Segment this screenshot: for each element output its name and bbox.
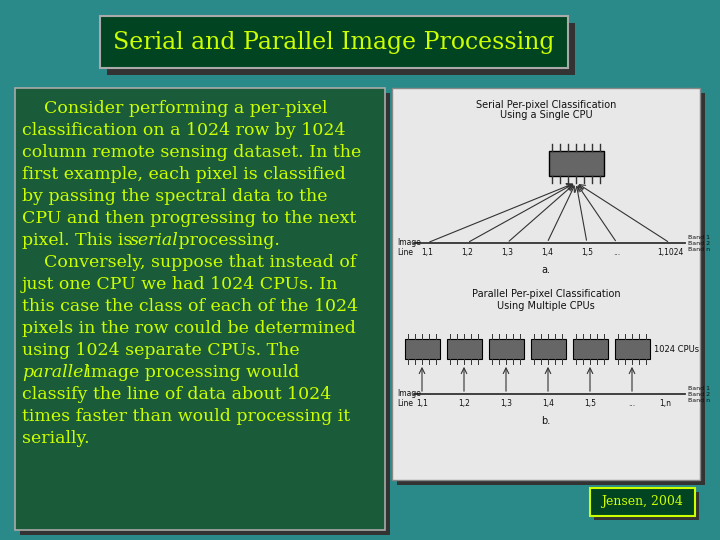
Text: 1,1: 1,1: [416, 399, 428, 408]
Text: 1,1024: 1,1024: [657, 248, 683, 257]
Text: Image
Line: Image Line: [397, 238, 421, 258]
Text: Using a Single CPU: Using a Single CPU: [500, 110, 593, 120]
Text: Parallel Per-pixel Classification: Parallel Per-pixel Classification: [472, 289, 621, 299]
Text: this case the class of each of the 1024: this case the class of each of the 1024: [22, 298, 358, 315]
Bar: [531, 339, 565, 359]
Text: 1,5: 1,5: [584, 399, 596, 408]
Text: ...: ...: [629, 399, 636, 408]
Bar: [15, 88, 385, 530]
Bar: [107, 23, 575, 75]
Text: serial: serial: [130, 232, 179, 249]
Text: a.: a.: [541, 265, 551, 275]
Text: column remote sensing dataset. In the: column remote sensing dataset. In the: [22, 144, 361, 161]
Text: Band 1
Band 2
Band n: Band 1 Band 2 Band n: [688, 235, 710, 252]
Text: 1024 CPUs: 1024 CPUs: [654, 345, 700, 354]
Bar: [594, 492, 699, 520]
Text: 1,5: 1,5: [581, 248, 593, 257]
Text: 1,2: 1,2: [458, 399, 470, 408]
Text: 1,3: 1,3: [501, 248, 513, 257]
Bar: [100, 16, 568, 68]
Text: Jensen, 2004: Jensen, 2004: [602, 496, 683, 509]
Bar: [20, 93, 390, 535]
Bar: [405, 339, 439, 359]
Text: Using Multiple CPUs: Using Multiple CPUs: [497, 301, 595, 311]
Text: times faster than would processing it: times faster than would processing it: [22, 408, 350, 425]
Text: b.: b.: [541, 416, 551, 426]
Text: Conversely, suppose that instead of: Conversely, suppose that instead of: [22, 254, 356, 271]
Text: classification on a 1024 row by 1024: classification on a 1024 row by 1024: [22, 122, 346, 139]
Bar: [392, 88, 700, 480]
Bar: [549, 151, 603, 176]
Bar: [446, 339, 482, 359]
Bar: [614, 339, 649, 359]
Text: Serial and Parallel Image Processing: Serial and Parallel Image Processing: [113, 31, 554, 55]
Text: Image
Line: Image Line: [397, 389, 421, 408]
Text: just one CPU we had 1024 CPUs. In: just one CPU we had 1024 CPUs. In: [22, 276, 338, 293]
Bar: [397, 93, 705, 485]
Text: serially.: serially.: [22, 430, 89, 447]
Text: Consider performing a per-pixel: Consider performing a per-pixel: [22, 100, 328, 117]
Bar: [488, 339, 523, 359]
Text: pixels in the row could be determined: pixels in the row could be determined: [22, 320, 356, 337]
Text: 1,1: 1,1: [421, 248, 433, 257]
Text: 1,4: 1,4: [542, 399, 554, 408]
Text: 1,4: 1,4: [541, 248, 553, 257]
Text: pixel. This is: pixel. This is: [22, 232, 138, 249]
Text: parallel: parallel: [22, 364, 89, 381]
Text: image processing would: image processing would: [80, 364, 299, 381]
Bar: [572, 339, 608, 359]
Text: first example, each pixel is classified: first example, each pixel is classified: [22, 166, 346, 183]
Text: Serial Per-pixel Classification: Serial Per-pixel Classification: [476, 100, 616, 110]
Text: classify the line of data about 1024: classify the line of data about 1024: [22, 386, 331, 403]
Text: ...: ...: [613, 248, 621, 257]
Text: using 1024 separate CPUs. The: using 1024 separate CPUs. The: [22, 342, 300, 359]
Text: 1,2: 1,2: [461, 248, 473, 257]
Text: CPU and then progressing to the next: CPU and then progressing to the next: [22, 210, 356, 227]
Text: Band 1
Band 2
Band n: Band 1 Band 2 Band n: [688, 386, 710, 403]
Bar: [590, 488, 695, 516]
Text: by passing the spectral data to the: by passing the spectral data to the: [22, 188, 328, 205]
Text: 1,n: 1,n: [659, 399, 671, 408]
Text: 1,3: 1,3: [500, 399, 512, 408]
Text: processing.: processing.: [174, 232, 280, 249]
